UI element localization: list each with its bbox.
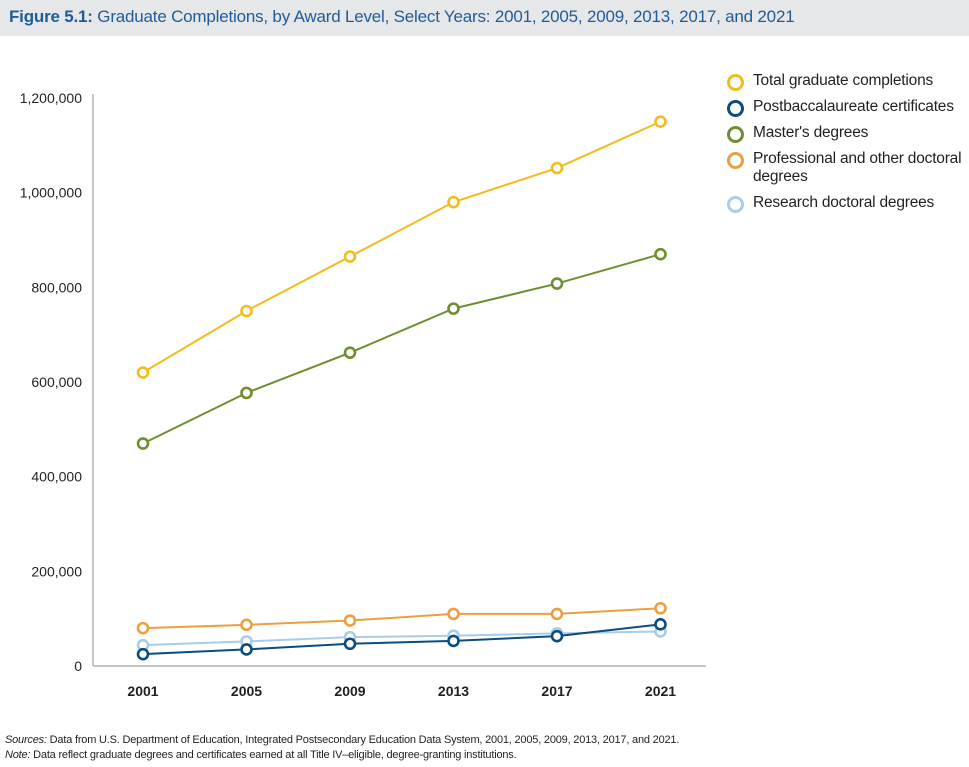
note-line: Note: Data reflect graduate degrees and …: [5, 748, 679, 763]
figure-title: Figure 5.1: Graduate Completions, by Awa…: [9, 7, 795, 27]
data-point-postbacc: [240, 643, 253, 656]
x-tick-label: 2005: [231, 683, 262, 699]
data-point-total: [343, 250, 357, 263]
data-point-total: [240, 304, 253, 318]
data-point-postbacc: [136, 647, 150, 661]
legend-item-research: Research doctoral degrees: [725, 194, 965, 213]
data-point-masters: [654, 247, 667, 261]
y-tick-label: 1,000,000: [20, 185, 82, 201]
line-chart: 0 200,000 400,000 600,000 800,000 1,000,000 1,…: [20, 90, 706, 699]
title-bar: Figure 5.1: Graduate Completions, by Awa…: [0, 0, 969, 36]
legend-item-masters: Master's degrees: [725, 124, 965, 143]
data-point-professional: [136, 621, 150, 635]
legend-item-professional: Professional and other doctoral degrees: [725, 150, 965, 186]
y-tick-label: 600,000: [31, 374, 82, 390]
x-tick-label: 2013: [438, 683, 469, 699]
legend-item-postbacc: Postbaccalaureate certificates: [725, 98, 965, 117]
data-point-professional: [447, 607, 460, 621]
legend-marker-total: [727, 74, 744, 91]
sources-line: Sources: Data from U.S. Department of Ed…: [5, 733, 679, 748]
legend-label-masters: Master's degrees: [753, 124, 869, 141]
series-line-research: [142, 630, 661, 647]
data-point-professional: [550, 607, 564, 621]
x-tick-label: 2009: [334, 683, 365, 699]
sources-text: Data from U.S. Department of Education, …: [49, 734, 680, 746]
x-tick-label: 2021: [645, 683, 676, 699]
data-point-postbacc: [447, 634, 460, 648]
data-point-total: [136, 366, 150, 379]
data-point-masters: [447, 302, 460, 315]
y-tick-label: 1,200,000: [20, 90, 82, 106]
series-line-masters: [142, 253, 661, 445]
y-tick-label: 200,000: [31, 563, 82, 579]
data-point-professional: [240, 618, 253, 632]
chart-legend: Total graduate completions Postbaccalaur…: [725, 72, 965, 220]
legend-label-postbacc: Postbaccalaureate certificates: [753, 98, 954, 115]
chart-notes: Sources: Data from U.S. Department of Ed…: [5, 733, 679, 763]
note-text: Data reflect graduate degrees and certif…: [33, 749, 517, 761]
legend-label-research: Research doctoral degrees: [753, 194, 935, 211]
legend-label-professional: Professional and other doctoral degrees: [753, 150, 962, 185]
sources-label: Sources:: [5, 734, 47, 746]
data-point-total: [550, 161, 564, 175]
legend-item-total: Total graduate completions: [725, 72, 965, 91]
x-tick-label: 2001: [127, 683, 158, 699]
data-point-professional: [343, 614, 357, 627]
series-line-postbacc: [142, 623, 661, 656]
data-point-postbacc: [343, 637, 357, 651]
figure-title-text: Graduate Completions, by Award Level, Se…: [97, 7, 795, 26]
y-tick-label: 400,000: [31, 469, 82, 485]
data-point-total: [654, 115, 667, 128]
series-line-total: [142, 120, 661, 374]
figure-label: Figure 5.1:: [9, 7, 93, 26]
data-point-masters: [550, 277, 564, 290]
data-point-postbacc: [654, 618, 667, 631]
data-point-professional: [654, 601, 667, 615]
x-tick-label: 2017: [541, 683, 572, 699]
legend-marker-professional: [727, 152, 744, 169]
legend-marker-masters: [727, 126, 744, 143]
y-tick-label: 800,000: [31, 279, 82, 295]
note-label: Note:: [5, 749, 31, 761]
data-point-masters: [240, 386, 253, 400]
data-point-masters: [343, 346, 357, 359]
data-point-postbacc: [550, 629, 564, 643]
legend-marker-postbacc: [727, 100, 744, 117]
legend-marker-research: [727, 196, 744, 213]
data-point-masters: [136, 437, 150, 450]
data-point-total: [447, 195, 460, 209]
y-tick-label: 0: [74, 658, 82, 674]
legend-label-total: Total graduate completions: [753, 72, 934, 89]
series-line-professional: [142, 607, 661, 630]
